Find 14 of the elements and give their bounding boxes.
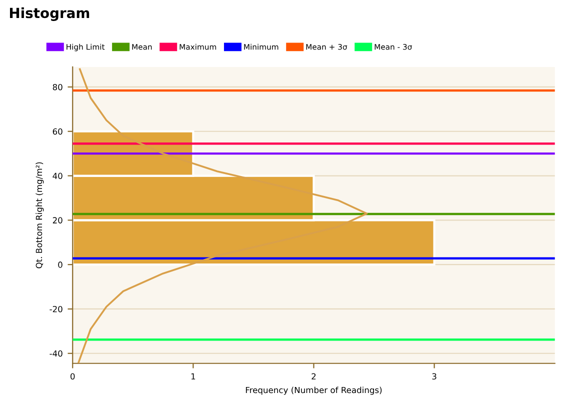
x-tick-label: 2 (312, 373, 316, 380)
x-tick-label: 3 (432, 373, 436, 380)
y-tick-label: -40 (50, 350, 62, 357)
y-tick-label: 60 (52, 128, 62, 135)
y-axis-title: Qt. Bottom Right (mg/m²) (36, 162, 44, 268)
y-tick-label: -20 (50, 306, 62, 312)
y-tick-label: 80 (52, 84, 62, 90)
x-tick-label: 1 (191, 373, 196, 380)
y-tick-label: 40 (52, 172, 62, 180)
y-tick-label: 0 (58, 262, 62, 268)
x-tick-label: 0 (70, 373, 75, 380)
y-tick-label: 20 (52, 217, 62, 224)
x-axis-title: Frequency (Number of Readings) (246, 386, 382, 395)
chart-title: Histogram (10, 7, 90, 21)
